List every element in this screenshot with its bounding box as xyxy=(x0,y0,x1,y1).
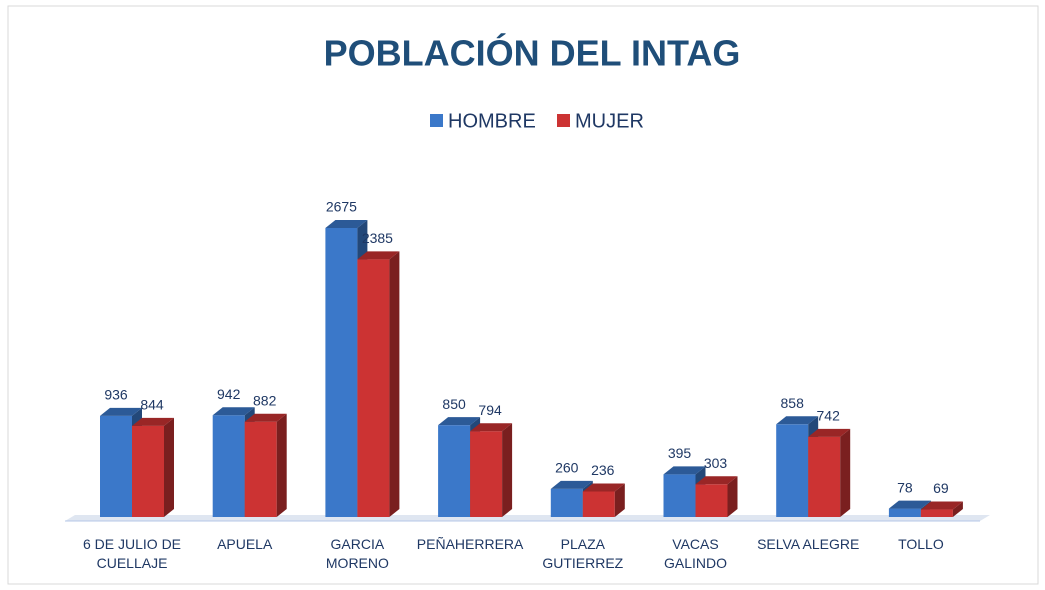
bar xyxy=(695,476,738,517)
legend-swatch xyxy=(430,114,443,127)
x-tick-label: TOLLO xyxy=(898,536,944,552)
bar-top xyxy=(212,407,255,416)
data-label: 794 xyxy=(478,402,502,418)
x-tick-label: PEÑAHERRERA xyxy=(416,536,524,552)
bar-front xyxy=(695,484,728,517)
bar-front xyxy=(357,259,390,517)
bar-front xyxy=(920,509,953,517)
data-label: 2385 xyxy=(362,230,393,246)
bar-side xyxy=(840,428,851,517)
x-tick-label: APUELA xyxy=(217,536,273,552)
data-label: 882 xyxy=(253,392,277,408)
bar-front xyxy=(888,508,921,517)
data-label: 2675 xyxy=(326,199,357,215)
bar-front xyxy=(325,228,358,517)
bar-front xyxy=(808,436,841,517)
bar-top xyxy=(325,220,368,228)
bar-front xyxy=(212,415,245,517)
bar xyxy=(244,413,287,517)
data-label: 236 xyxy=(591,462,615,478)
bar-front xyxy=(470,431,503,517)
bar xyxy=(920,501,963,517)
data-label: 303 xyxy=(704,455,728,471)
bar-side xyxy=(952,501,963,517)
chart-title: POBLACIÓN DEL INTAG xyxy=(324,32,741,74)
bar-top xyxy=(663,466,706,475)
legend-swatch xyxy=(557,114,570,127)
bar-top xyxy=(132,417,174,426)
bar-top xyxy=(888,500,931,509)
data-label: 850 xyxy=(442,396,466,412)
bar xyxy=(808,428,851,517)
data-label: 69 xyxy=(933,480,949,496)
bar-front xyxy=(244,421,277,517)
data-label: 260 xyxy=(555,460,579,476)
data-label: 395 xyxy=(668,445,692,461)
x-tick-label: VACAS GALINDO xyxy=(663,536,727,571)
data-label: 936 xyxy=(104,387,128,403)
x-tick-label: 6 DE JULIO DE CUELLAJE xyxy=(82,536,182,571)
x-tick-label: PLAZA GUTIERREZ xyxy=(542,536,624,571)
bar-top xyxy=(244,413,287,422)
legend-label: HOMBRE xyxy=(448,110,536,132)
bar-top xyxy=(808,428,851,437)
data-label: 742 xyxy=(817,408,841,424)
bar-front xyxy=(550,488,583,517)
bar-front xyxy=(582,491,615,517)
bar-side xyxy=(727,476,738,517)
bar xyxy=(582,483,625,517)
bar-side xyxy=(389,251,400,517)
data-label: 858 xyxy=(781,395,805,411)
bar xyxy=(132,417,174,517)
bar-top xyxy=(438,417,481,426)
bar-top xyxy=(582,483,625,492)
bar-side xyxy=(502,423,513,517)
bar xyxy=(357,251,400,517)
bar-top xyxy=(100,407,142,416)
bar-front xyxy=(100,415,132,517)
bar-side xyxy=(614,483,625,517)
bar-front xyxy=(663,474,696,517)
bar-front xyxy=(776,424,809,517)
chart-border xyxy=(7,5,1039,585)
x-tick-label: GARCIA MORENO xyxy=(325,536,389,571)
bar-top xyxy=(470,423,513,432)
bar-front xyxy=(438,425,471,517)
data-label: 942 xyxy=(217,386,241,402)
floor xyxy=(65,515,990,521)
bar-top xyxy=(357,251,400,260)
bar-top xyxy=(695,476,738,485)
bar-top xyxy=(776,416,819,425)
data-label: 844 xyxy=(140,397,164,413)
bar-top xyxy=(550,480,593,489)
bar-side xyxy=(276,413,287,517)
bar-front xyxy=(132,425,164,517)
legend-label: MUJER xyxy=(575,110,644,132)
data-label: 78 xyxy=(897,479,913,495)
x-tick-label: SELVA ALEGRE xyxy=(757,536,860,552)
bar xyxy=(470,423,513,517)
bar-top xyxy=(920,501,963,510)
bar-side xyxy=(164,417,174,517)
